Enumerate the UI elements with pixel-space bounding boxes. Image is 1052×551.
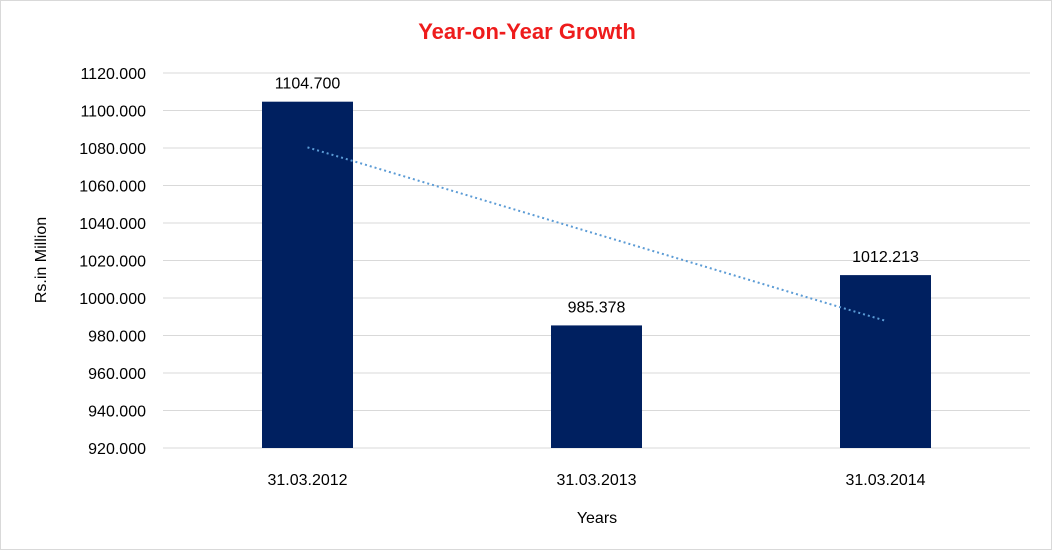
data-label: 1104.700 — [275, 76, 341, 93]
y-tick-label: 1020.000 — [79, 254, 146, 271]
bar — [551, 325, 642, 448]
x-tick-label: 31.03.2012 — [267, 472, 347, 489]
x-tick-label: 31.03.2013 — [556, 472, 636, 489]
bars — [262, 101, 931, 448]
y-tick-label: 1120.000 — [80, 66, 146, 83]
x-axis-title: Years — [577, 510, 617, 527]
y-tick-label: 1040.000 — [79, 216, 146, 233]
y-tick-label: 920.000 — [88, 441, 146, 458]
chart-title: Year-on-Year Growth — [418, 19, 636, 44]
trendline-group — [307, 146, 886, 322]
x-tick-label: 31.03.2014 — [845, 472, 925, 489]
bar — [262, 101, 353, 448]
y-axis-tick-labels: 920.000 940.000 960.000 980.000 1000.000 1020… — [79, 66, 146, 458]
y-tick-label: 1060.000 — [79, 179, 146, 196]
y-axis-title: Rs.in Million — [33, 217, 50, 303]
x-axis-tick-labels: 31.03.2012 31.03.2013 31.03.2014 — [267, 472, 925, 489]
y-tick-label: 1000.000 — [79, 291, 146, 308]
y-tick-label: 1100.000 — [80, 104, 146, 121]
trendline — [307, 146, 886, 322]
y-tick-label: 960.000 — [88, 366, 146, 383]
y-tick-label: 980.000 — [88, 329, 146, 346]
y-tick-label: 940.000 — [88, 404, 146, 421]
data-labels: 1104.700 985.378 1012.213 — [275, 76, 919, 317]
bar — [840, 275, 931, 448]
data-label: 1012.213 — [852, 249, 919, 266]
data-label: 985.378 — [568, 299, 626, 316]
y-tick-label: 1080.000 — [79, 141, 146, 158]
